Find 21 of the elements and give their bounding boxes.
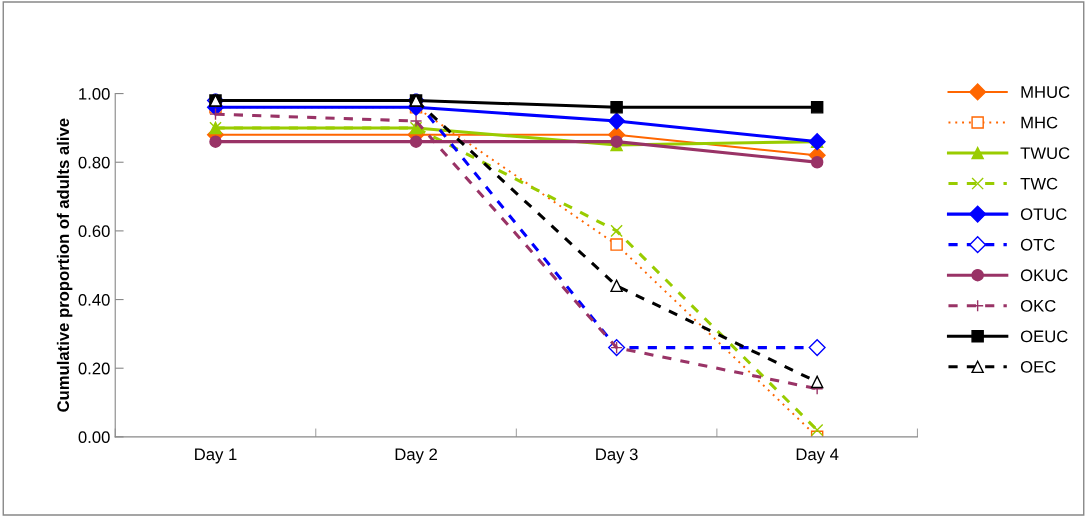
legend-label: TWC bbox=[1020, 177, 1058, 190]
legend-label: OEC bbox=[1020, 360, 1056, 373]
y-tick-label: 0.60 bbox=[78, 225, 110, 238]
legend-label: OEUC bbox=[1020, 330, 1068, 343]
x-tick-label: Day 1 bbox=[195, 448, 237, 464]
y-axis-title: Cumulative proportion of adults alive bbox=[56, 118, 73, 412]
legend-label: TWUC bbox=[1020, 147, 1070, 160]
y-tick-label: 0.20 bbox=[78, 362, 110, 375]
x-tick-label: Day 2 bbox=[395, 448, 437, 464]
x-tick-label: Day 4 bbox=[796, 448, 839, 464]
y-tick-label: 0.00 bbox=[78, 431, 110, 444]
y-tick-label: 1.00 bbox=[79, 87, 110, 100]
y-tick-label: 0.40 bbox=[78, 293, 110, 306]
legend-label: OKUC bbox=[1020, 269, 1068, 282]
y-tick-label: 0.80 bbox=[78, 156, 110, 169]
legend-label: MHC bbox=[1021, 116, 1058, 129]
legend-label: OTC bbox=[1020, 238, 1055, 251]
legend-label: OTUC bbox=[1020, 208, 1067, 221]
legend-label: OKC bbox=[1020, 299, 1056, 312]
x-tick-label: Day 3 bbox=[596, 448, 638, 464]
legend-label: MHUC bbox=[1021, 86, 1070, 98]
